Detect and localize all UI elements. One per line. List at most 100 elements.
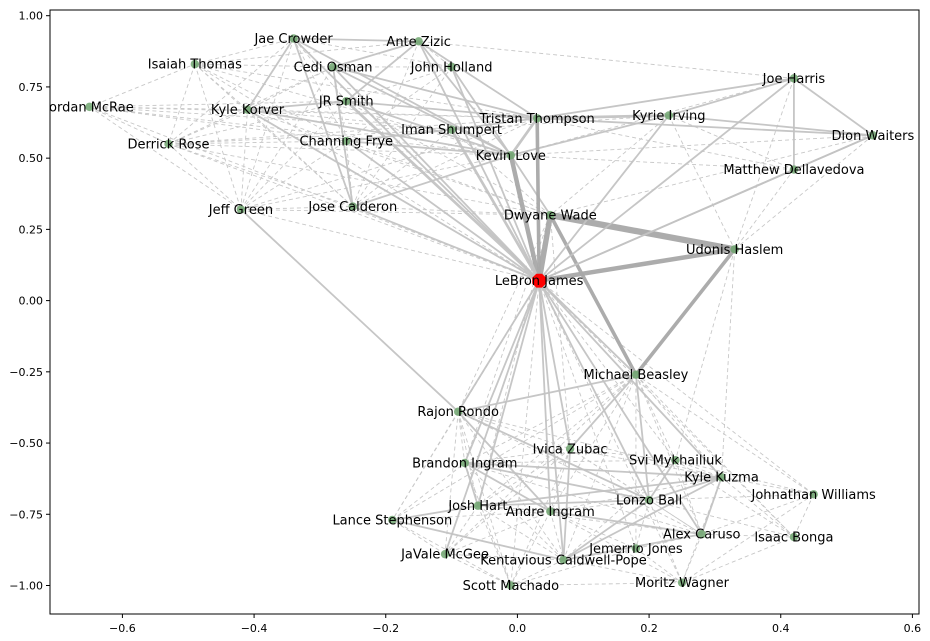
edge-dashed-derrick-rose-jae-crowder <box>168 38 294 145</box>
edge-dashed-jemerrio-jones-moritz-wagner <box>635 548 683 584</box>
edge-dashed-dwyane-wade-rajon-rondo <box>457 214 551 412</box>
y-tick-label: −0.75 <box>9 508 43 521</box>
edge-dashed-michael-beasley-lance-stephenson <box>392 374 637 521</box>
node-label-ante-zizic: Ante Zizic <box>386 35 450 50</box>
edge-dashed-lebron-james-scott-machado <box>510 280 540 586</box>
node-kevin-love <box>506 151 516 160</box>
edge-lance-stephenson-josh-hart <box>391 504 479 521</box>
edge-jr-smith-kyle-korver <box>246 100 348 111</box>
edge-dashed-kyle-korver-cedi-osman <box>247 66 334 111</box>
edge-dashed-jemerrio-jones-scott-machado <box>510 548 637 586</box>
node-label-joe-harris: Joe Harris <box>762 72 826 87</box>
node-john-holland <box>447 62 456 72</box>
node-label-jemerrio-jones: Jemerrio Jones <box>588 542 683 557</box>
edge-dwyane-wade-udonis-haslem <box>547 211 738 253</box>
y-tick-label: −1.00 <box>9 580 43 593</box>
edge-dashed-dion-waiters-kevin-love <box>510 134 873 156</box>
edge-dashed-kyle-korver-dwyane-wade <box>247 109 551 216</box>
y-tick-label: 0.00 <box>19 295 44 308</box>
edge-dashed-kentavious-caldwell-pope-moritz-wagner <box>563 559 683 584</box>
edge-michael-beasley-ivica-zubac <box>569 373 637 450</box>
edge-dashed-brandon-ingram-kentavious-caldwell-pope <box>464 462 564 561</box>
y-tick-label: −0.50 <box>9 437 43 450</box>
node-isaiah-thomas <box>190 59 200 69</box>
edge-lebron-james-jose-calderon <box>351 205 541 282</box>
edge-kyrie-irving-dion-waiters <box>667 114 874 137</box>
edge-dashed-michael-beasley-josh-hart <box>477 374 637 507</box>
edge-dashed-jordan-mcrae-kyle-korver <box>89 106 248 111</box>
node-joe-harris <box>789 74 799 83</box>
edge-dashed-derrick-rose-cedi-osman <box>168 66 334 145</box>
edge-dashed-ivica-zubac-svi-mykhailiuk <box>570 448 676 461</box>
node-label-lebron-james: LeBron James <box>495 274 584 289</box>
edge-dashed-brandon-ingram-scott-machado <box>464 462 512 586</box>
node-label-scott-machado: Scott Machado <box>463 579 559 594</box>
node-jose-calderon <box>348 202 358 211</box>
edge-dashed-isaiah-thomas-jae-crowder <box>194 38 294 65</box>
node-lebron-james <box>532 273 547 288</box>
node-label-jose-calderon: Jose Calderon <box>307 200 397 215</box>
edge-dashed-kyle-kuzma-isaac-bonga <box>721 476 795 538</box>
dashed-edges <box>89 38 874 586</box>
edge-dashed-derrick-rose-channing-frye <box>168 140 347 145</box>
edge-dashed-jordan-mcrae-tristan-thompson <box>89 106 538 119</box>
edge-dashed-jose-calderon-ante-zizic <box>352 41 420 207</box>
edge-dashed-ivica-zubac-alex-caruso <box>569 448 702 535</box>
edge-dashed-lance-stephenson-scott-machado <box>392 519 512 586</box>
edge-dashed-johnathan-williams-isaac-bonga <box>793 494 815 538</box>
edge-lebron-james-ivica-zubac <box>538 279 571 450</box>
edge-dashed-rajon-rondo-javale-mcgee <box>444 411 459 555</box>
edge-dwyane-wade-michael-beasley <box>548 213 638 377</box>
edge-dashed-michael-beasley-isaac-bonga <box>635 374 795 538</box>
edge-dashed-kyle-kuzma-moritz-wagner <box>681 477 722 583</box>
edge-dashed-jeff-green-dwyane-wade <box>240 208 551 216</box>
node-ante-zizic <box>414 37 423 46</box>
edge-dashed-jeff-green-kevin-love <box>240 154 511 210</box>
edge-dashed-jr-smith-dwyane-wade <box>346 100 551 216</box>
edge-ivica-zubac-kentavious-caldwell-pope <box>562 447 571 561</box>
edge-dashed-derrick-rose-jose-calderon <box>168 143 353 208</box>
node-label-jordan-mcrae: Jordan McRae <box>44 100 134 115</box>
edge-dashed-lebron-james-isaiah-thomas <box>194 63 540 282</box>
edge-lebron-james-rajon-rondo <box>457 279 541 413</box>
edge-dashed-jordan-mcrae-channing-frye <box>89 106 347 142</box>
node-moritz-wagner <box>677 578 687 587</box>
edge-kevin-love-jae-crowder <box>292 37 512 157</box>
node-iman-shumpert <box>447 125 456 134</box>
edge-dashed-lebron-james-derrick-rose <box>168 143 540 282</box>
edge-lebron-james-channing-frye <box>345 140 541 282</box>
edge-dashed-lebron-james-jemerrio-jones <box>538 280 637 549</box>
x-tick-label: −0.4 <box>241 622 268 635</box>
edge-dashed-michael-beasley-kentavious-caldwell-pope <box>563 374 637 561</box>
edge-lebron-james-dwyane-wade <box>536 212 554 284</box>
x-tick-label: 0.0 <box>509 622 527 635</box>
edge-dashed-isaiah-thomas-derrick-rose <box>168 63 196 145</box>
edge-svi-mykhailiuk-lonzo-ball <box>648 459 677 501</box>
node-label-ivica-zubac: Ivica Zubac <box>533 442 608 457</box>
node-label-derrick-rose: Derrick Rose <box>127 137 209 152</box>
node-channing-frye <box>342 136 351 146</box>
edge-lebron-james-brandon-ingram <box>463 279 541 464</box>
edge-dashed-kentavious-caldwell-pope-scott-machado <box>510 559 564 586</box>
x-tick-label: 0.2 <box>640 622 658 635</box>
edge-dashed-brandon-ingram-alex-caruso <box>464 462 702 535</box>
edge-dashed-alex-caruso-jemerrio-jones <box>635 533 702 549</box>
edge-dashed-isaiah-thomas-jeff-green <box>194 63 242 210</box>
x-tick-label: −0.6 <box>109 622 136 635</box>
node-label-jeff-green: Jeff Green <box>208 203 273 218</box>
edge-lebron-james-cedi-osman <box>332 66 541 282</box>
edge-tristan-thompson-jr-smith <box>345 100 539 120</box>
node-josh-hart <box>473 501 483 510</box>
edge-dashed-michael-beasley-andre-ingram <box>549 374 637 512</box>
node-label-alex-caruso: Alex Caruso <box>663 528 741 543</box>
edge-dashed-rajon-rondo-brandon-ingram <box>457 411 466 464</box>
edge-dashed-michael-beasley-svi-mykhailiuk <box>635 374 676 461</box>
edge-dashed-derrick-rose-jr-smith <box>168 100 347 145</box>
node-label-kyle-korver: Kyle Korver <box>211 103 285 118</box>
edge-rajon-rondo-andre-ingram <box>457 410 552 513</box>
edge-dashed-derrick-rose-jeff-green <box>168 143 242 210</box>
edge-dashed-channing-frye-jae-crowder <box>293 38 347 142</box>
edge-dashed-dion-waiters-dwyane-wade <box>550 134 874 216</box>
edge-jae-crowder-ante-zizic <box>292 37 420 43</box>
edge-lebron-james-udonis-haslem <box>536 247 737 283</box>
